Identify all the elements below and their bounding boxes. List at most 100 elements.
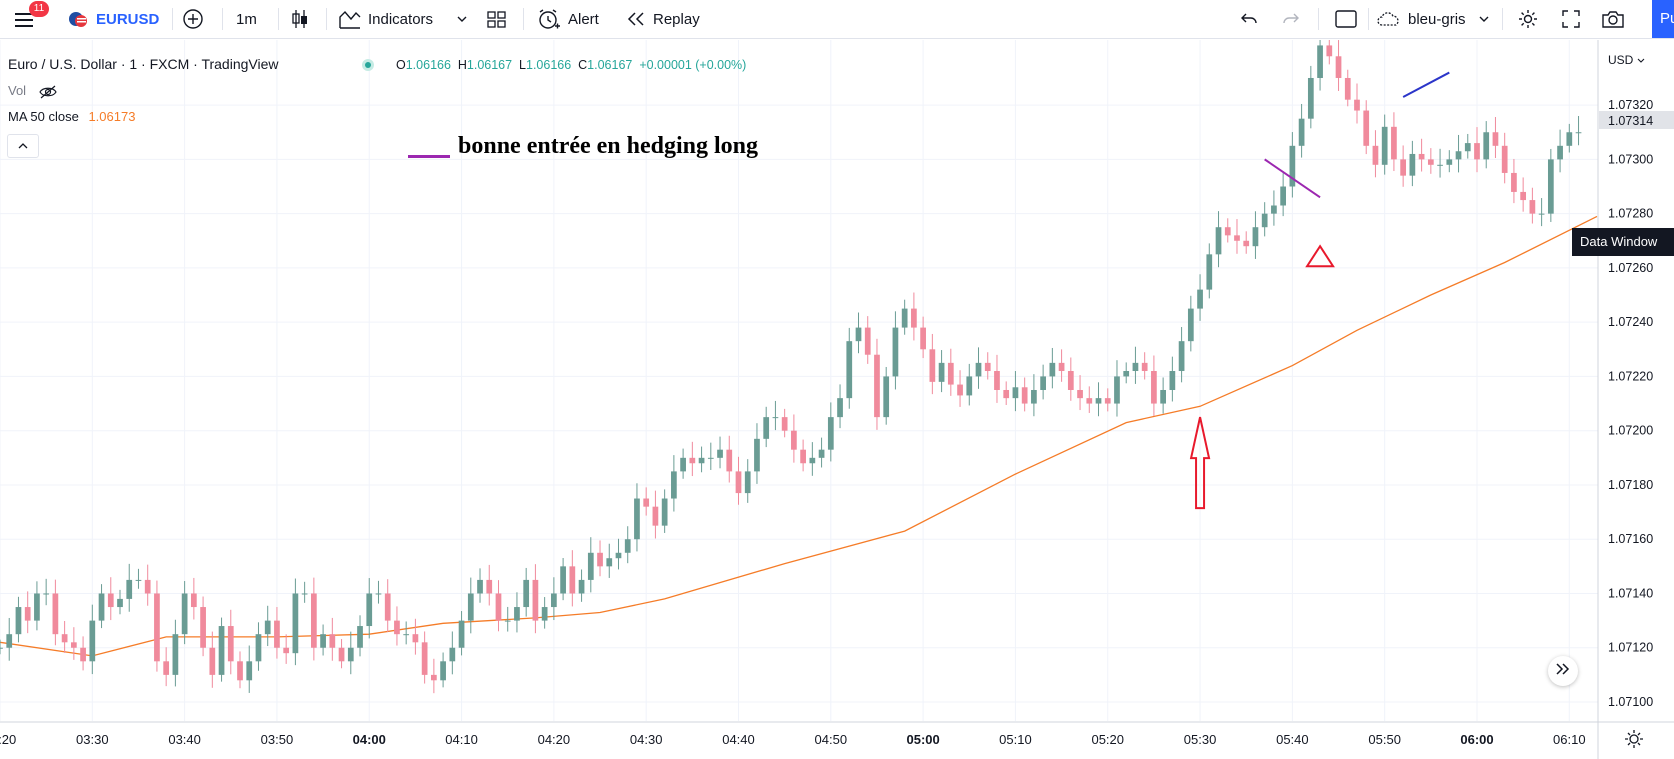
candle[interactable]: [301, 581, 308, 603]
symbol-search-button[interactable]: EURUSD: [96, 10, 160, 28]
candle[interactable]: [1391, 112, 1397, 172]
candle[interactable]: [1178, 327, 1185, 383]
candle[interactable]: [634, 483, 640, 552]
candle[interactable]: [754, 423, 760, 484]
candle[interactable]: [624, 526, 631, 564]
candle[interactable]: [1012, 371, 1019, 412]
candle[interactable]: [1151, 355, 1157, 416]
candle[interactable]: [1372, 130, 1379, 178]
candle[interactable]: [726, 435, 733, 483]
candle[interactable]: [117, 589, 123, 615]
candle[interactable]: [818, 437, 825, 468]
candle[interactable]: [643, 487, 650, 516]
candle[interactable]: [1354, 83, 1360, 124]
indicators-icon[interactable]: [338, 0, 362, 38]
candle[interactable]: [1326, 40, 1333, 65]
candle[interactable]: [680, 448, 686, 479]
candle[interactable]: [338, 639, 345, 669]
candle[interactable]: [920, 316, 926, 359]
candle[interactable]: [1492, 117, 1499, 159]
candle[interactable]: [403, 621, 410, 645]
menu-icon[interactable]: [14, 0, 36, 38]
candle[interactable]: [560, 557, 566, 601]
candle[interactable]: [163, 647, 170, 687]
eye-hidden-icon[interactable]: [38, 85, 58, 99]
candle[interactable]: [61, 621, 68, 653]
candle[interactable]: [874, 338, 880, 430]
candle[interactable]: [606, 543, 613, 578]
candle[interactable]: [458, 611, 465, 656]
candle[interactable]: [1141, 352, 1148, 380]
candle[interactable]: [209, 631, 216, 688]
candle[interactable]: [504, 606, 511, 632]
candle[interactable]: [652, 490, 659, 539]
candle[interactable]: [735, 456, 742, 505]
candle[interactable]: [994, 354, 1000, 403]
candle[interactable]: [1067, 357, 1074, 401]
candle[interactable]: [431, 658, 437, 694]
candle[interactable]: [227, 609, 234, 675]
candle[interactable]: [1363, 100, 1370, 155]
candle[interactable]: [320, 624, 326, 656]
candle[interactable]: [0, 639, 3, 655]
candle[interactable]: [837, 384, 843, 429]
candle[interactable]: [1132, 346, 1139, 384]
candle[interactable]: [1003, 381, 1010, 405]
candle[interactable]: [1529, 187, 1536, 224]
candle[interactable]: [15, 596, 22, 643]
candle[interactable]: [966, 363, 973, 406]
candle[interactable]: [70, 627, 77, 660]
candle[interactable]: [1400, 145, 1407, 187]
candle[interactable]: [1077, 375, 1083, 411]
market-status-icon[interactable]: [362, 59, 374, 71]
trend-line-drawing[interactable]: [1264, 158, 1321, 199]
candle[interactable]: [1169, 356, 1176, 402]
candle[interactable]: [1418, 138, 1425, 172]
candle[interactable]: [154, 580, 160, 672]
candle[interactable]: [911, 292, 917, 341]
candle[interactable]: [717, 436, 723, 469]
candle[interactable]: [384, 579, 391, 633]
arrow-up-drawing[interactable]: [1189, 416, 1211, 510]
candle[interactable]: [347, 631, 354, 675]
candle[interactable]: [24, 591, 31, 634]
candle[interactable]: [938, 350, 945, 393]
candle[interactable]: [1557, 129, 1563, 173]
chevron-down-icon[interactable]: [1478, 0, 1490, 38]
candle[interactable]: [237, 651, 243, 689]
trend-line-drawing[interactable]: [1402, 71, 1450, 98]
candle[interactable]: [763, 406, 770, 448]
candle[interactable]: [1243, 231, 1250, 254]
candle[interactable]: [1086, 386, 1093, 413]
candle[interactable]: [541, 597, 548, 629]
candle[interactable]: [190, 577, 197, 620]
candle[interactable]: [1511, 158, 1517, 204]
candle[interactable]: [200, 596, 206, 657]
candle[interactable]: [698, 446, 705, 473]
candle[interactable]: [1031, 374, 1037, 417]
candle[interactable]: [1427, 148, 1434, 174]
candle[interactable]: [89, 604, 96, 675]
cloud-icon[interactable]: [1376, 0, 1402, 38]
candle[interactable]: [1483, 121, 1490, 169]
candle[interactable]: [1197, 274, 1203, 321]
candle[interactable]: [1538, 198, 1545, 227]
indicators-button[interactable]: Indicators: [368, 10, 434, 28]
candle[interactable]: [1474, 127, 1480, 173]
candle[interactable]: [855, 312, 862, 354]
publish-button[interactable]: Pu: [1652, 0, 1674, 38]
candle[interactable]: [292, 578, 299, 666]
layout-name-button[interactable]: bleu-gris: [1408, 10, 1466, 28]
replay-button[interactable]: Replay: [653, 10, 700, 28]
candle[interactable]: [772, 400, 779, 431]
candle[interactable]: [551, 577, 557, 621]
interval-button[interactable]: 1m: [236, 10, 257, 28]
candle[interactable]: [597, 540, 603, 577]
candle[interactable]: [892, 311, 899, 390]
candle[interactable]: [80, 636, 86, 671]
fullscreen-rect-icon[interactable]: [1334, 0, 1358, 38]
candle[interactable]: [1280, 173, 1287, 217]
price-axis-currency[interactable]: USD: [1608, 53, 1645, 67]
candle[interactable]: [578, 569, 585, 602]
candle[interactable]: [1344, 69, 1351, 107]
